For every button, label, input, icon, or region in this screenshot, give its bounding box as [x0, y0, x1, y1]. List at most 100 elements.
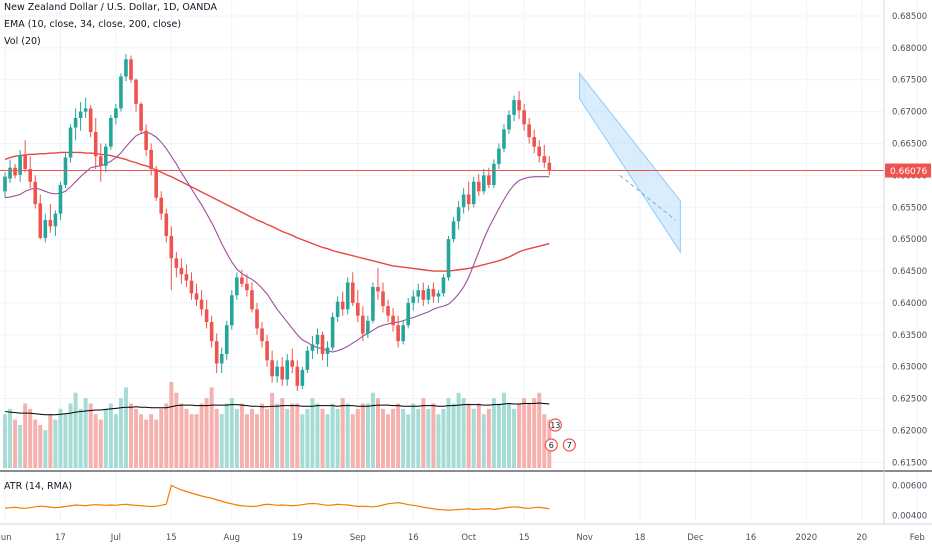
- volume-bar: [461, 398, 466, 468]
- price-tick-label: 0.65500: [892, 203, 927, 213]
- candle: [179, 267, 184, 275]
- volume-bar: [134, 408, 139, 468]
- volume-bar: [360, 403, 365, 468]
- volume-bar: [305, 408, 310, 468]
- indicator-markers: 13 6 7: [544, 418, 576, 452]
- candle: [456, 207, 461, 222]
- candle: [48, 220, 53, 227]
- candle: [325, 347, 330, 354]
- candle: [335, 301, 340, 317]
- volume-bar: [386, 414, 391, 468]
- volume-legend: Vol (20): [4, 36, 41, 47]
- candle: [497, 148, 501, 164]
- volume-bar: [416, 408, 421, 468]
- candle: [431, 288, 436, 297]
- candle: [421, 290, 426, 300]
- candle: [356, 302, 360, 316]
- candle: [542, 156, 547, 163]
- candle: [149, 149, 153, 169]
- candle: [305, 350, 310, 370]
- time-tick-label: 16: [746, 533, 757, 543]
- candle: [345, 282, 350, 310]
- candle: [527, 124, 531, 138]
- candle: [315, 334, 320, 345]
- volume-bar: [381, 408, 385, 468]
- volume-bar: [401, 408, 406, 468]
- candle: [295, 366, 300, 386]
- candle: [532, 137, 536, 147]
- candle: [265, 341, 269, 361]
- candle: [3, 176, 7, 192]
- candle: [204, 309, 209, 323]
- volume-bar: [320, 408, 325, 468]
- volume-bar: [23, 403, 28, 468]
- price-tick-label: 0.63000: [892, 363, 927, 373]
- volume-bar: [295, 403, 300, 468]
- ema34-line: [4, 131, 550, 353]
- candle: [8, 167, 12, 179]
- volume-bar: [244, 414, 249, 468]
- candle: [33, 181, 38, 205]
- candle: [144, 130, 148, 150]
- last-price-box: [885, 163, 931, 178]
- candle: [159, 197, 164, 214]
- volume-bar: [456, 392, 461, 468]
- volume-bar: [285, 408, 290, 468]
- time-tick-label: Sep: [350, 533, 366, 543]
- volume-bar: [164, 403, 169, 468]
- volume-bar: [300, 414, 305, 468]
- time-tick-label: 19: [292, 533, 303, 543]
- volume-bar: [204, 398, 209, 468]
- candle: [280, 366, 284, 380]
- candle: [361, 315, 365, 334]
- volume-bar: [260, 403, 265, 468]
- time-tick-label: 15: [166, 533, 177, 543]
- time-tick-label: 16: [408, 533, 419, 543]
- candle: [240, 277, 244, 284]
- candle: [320, 334, 325, 354]
- candle: [250, 290, 254, 310]
- price-tick-label: 0.64500: [892, 267, 927, 277]
- volume-bar: [13, 419, 18, 468]
- volume-bar: [522, 398, 527, 468]
- price-tick-label: 0.67000: [892, 108, 927, 118]
- price-tick-label: 0.68500: [892, 12, 927, 22]
- volume-bar: [98, 419, 103, 468]
- candle: [114, 108, 118, 118]
- volume-bar: [270, 392, 275, 468]
- marker-label: 7: [567, 441, 572, 450]
- candle: [512, 100, 516, 115]
- volume-bar: [169, 382, 174, 468]
- last-price-label: 0.66076: [890, 167, 927, 177]
- volume-bar: [491, 398, 496, 468]
- volume-bar: [194, 414, 199, 468]
- candle: [396, 325, 400, 342]
- candle: [436, 293, 441, 297]
- candle: [517, 100, 521, 111]
- candle: [189, 280, 194, 294]
- volume-bar: [68, 403, 73, 468]
- volume-bar: [476, 403, 481, 468]
- candle: [471, 181, 476, 205]
- volume-bar: [335, 408, 340, 468]
- volume-bar: [224, 403, 229, 468]
- volume-bar: [406, 414, 411, 468]
- volume-bar: [436, 414, 441, 468]
- volume-bar: [18, 425, 23, 468]
- price-tick-label: 0.62500: [892, 395, 927, 405]
- volume-bar: [441, 408, 446, 468]
- volume-bar: [466, 403, 471, 468]
- volume-bar: [537, 392, 542, 468]
- volume-bar: [512, 408, 517, 468]
- candle: [426, 288, 431, 300]
- candle: [53, 213, 58, 227]
- volume-bar: [532, 398, 537, 468]
- volume-bar: [471, 408, 476, 468]
- candle: [476, 181, 481, 192]
- candle: [416, 290, 421, 297]
- volume-bar: [38, 425, 43, 468]
- volume-bar: [229, 398, 234, 468]
- candle: [18, 154, 22, 175]
- candle: [340, 301, 345, 310]
